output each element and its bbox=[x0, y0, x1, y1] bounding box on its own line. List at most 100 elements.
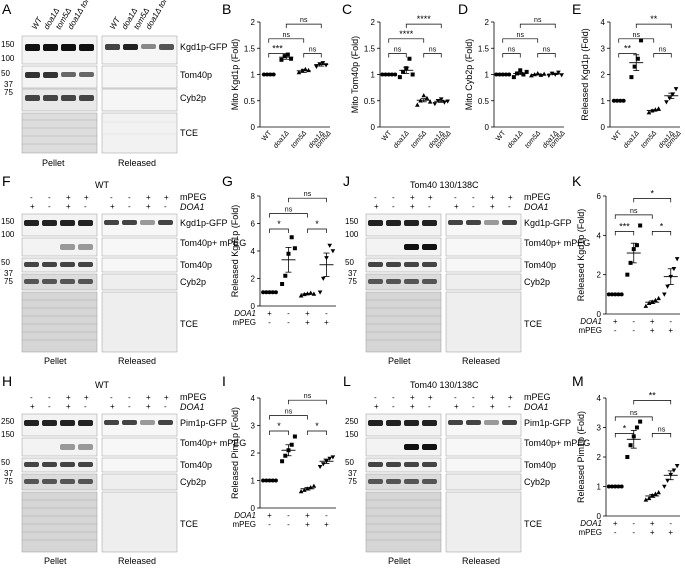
data-point bbox=[546, 73, 552, 78]
mpeg-sign: + bbox=[66, 193, 71, 202]
band-label: Cyb2p bbox=[180, 477, 206, 487]
doa1-sign: - bbox=[428, 402, 431, 411]
y-tick-label: 1 bbox=[485, 71, 490, 80]
blot-strip bbox=[445, 413, 522, 437]
significance-bracket bbox=[423, 53, 442, 58]
y-tick-label: 1 bbox=[601, 97, 606, 106]
blot-strip bbox=[365, 457, 442, 473]
doa1-sign: + bbox=[490, 202, 495, 211]
blot-strip bbox=[101, 273, 178, 291]
data-point bbox=[415, 102, 420, 107]
blot-strip bbox=[21, 457, 98, 473]
doa1-sign: + bbox=[30, 402, 35, 411]
panel-letter-f: F bbox=[2, 173, 11, 189]
significance-label: ns bbox=[309, 47, 317, 54]
y-tick-label: 1.5 bbox=[364, 44, 376, 53]
y-tick-label: 0 bbox=[371, 123, 376, 132]
mpeg-sign: + bbox=[428, 393, 433, 402]
data-point bbox=[330, 455, 336, 460]
y-tick-label: 8 bbox=[251, 192, 256, 201]
y-axis-label: Released Kgd1p (Fold) bbox=[576, 209, 586, 302]
data-point bbox=[656, 295, 661, 301]
doa1-sign: - bbox=[428, 202, 431, 211]
data-point bbox=[296, 70, 302, 75]
mpeg-sign: - bbox=[614, 528, 617, 537]
band bbox=[386, 262, 401, 267]
data-point bbox=[665, 284, 670, 289]
band bbox=[42, 479, 57, 484]
mw-marker: 50 bbox=[1, 69, 10, 78]
doa1-row-label: DOA1 bbox=[580, 519, 602, 528]
data-point bbox=[298, 489, 304, 494]
doa1-sign: - bbox=[84, 202, 87, 211]
band bbox=[484, 220, 499, 225]
significance-bracket bbox=[537, 53, 556, 58]
doa1-sign: - bbox=[508, 202, 511, 211]
blot-strip bbox=[365, 257, 442, 273]
blot-strip bbox=[21, 237, 98, 257]
panel-letter-m: M bbox=[572, 373, 584, 389]
y-tick-label: 6 bbox=[251, 220, 256, 229]
data-point bbox=[289, 56, 294, 61]
blot-strip bbox=[101, 473, 178, 491]
blot-title: WT bbox=[95, 380, 109, 390]
significance-label: *** bbox=[272, 44, 283, 54]
significance-bracket bbox=[288, 197, 327, 203]
mpeg-sign: + bbox=[650, 326, 655, 335]
significance-label: ns bbox=[304, 393, 312, 400]
band bbox=[368, 279, 383, 284]
band bbox=[104, 420, 119, 425]
data-point bbox=[282, 54, 287, 59]
blot-strip bbox=[101, 437, 178, 457]
y-axis-label: Released Kgd1p (Fold) bbox=[580, 28, 590, 121]
band bbox=[368, 462, 383, 467]
band-label: Cyb2p bbox=[180, 277, 206, 287]
lane-label: doa1Δ tom5Δ bbox=[66, 0, 98, 31]
band bbox=[60, 479, 75, 484]
released-label: Released bbox=[462, 356, 500, 366]
mpeg-sign: + bbox=[305, 520, 310, 529]
data-point bbox=[321, 276, 326, 281]
mw-marker: 100 bbox=[345, 230, 359, 239]
mpeg-sign: + bbox=[428, 193, 433, 202]
doa1-sign: + bbox=[305, 309, 310, 318]
y-tick-label: 2 bbox=[597, 271, 602, 280]
data-point bbox=[327, 243, 332, 248]
band bbox=[422, 462, 437, 467]
data-point bbox=[511, 75, 516, 80]
blot-strip bbox=[365, 437, 442, 457]
mw-marker: 37 bbox=[4, 469, 13, 478]
blot-strip bbox=[445, 273, 522, 291]
y-tick-label: 2 bbox=[485, 18, 490, 27]
data-point bbox=[298, 293, 304, 298]
band bbox=[422, 279, 437, 284]
blot-panelJ: Tom40 130/138C-+-+----+++++-+-mPEGDOA115… bbox=[345, 180, 590, 366]
band-label: Kgd1p-GFP bbox=[180, 218, 228, 228]
significance-label: ns bbox=[630, 410, 638, 417]
data-point bbox=[556, 70, 561, 75]
blot-strip bbox=[445, 257, 522, 273]
significance-label: ns bbox=[300, 17, 308, 24]
band bbox=[60, 244, 75, 250]
band bbox=[484, 420, 499, 425]
blot-panelF: WT-+-+----+++++-+-mPEGDOA1150100503775Kg… bbox=[1, 180, 246, 366]
data-point bbox=[671, 266, 677, 272]
pellet-label: Pellet bbox=[388, 356, 411, 366]
pellet-label: Pellet bbox=[388, 556, 411, 566]
mpeg-row-label: mPEG bbox=[524, 392, 551, 402]
data-point bbox=[401, 69, 406, 74]
band-label: Tom40p+ mPEG bbox=[180, 238, 246, 248]
mpeg-sign: - bbox=[454, 193, 457, 202]
doa1-sign: + bbox=[146, 202, 151, 211]
band bbox=[404, 479, 419, 484]
tce-label: TCE bbox=[180, 128, 198, 138]
y-tick-label: 0 bbox=[251, 302, 256, 311]
doa1-sign: - bbox=[508, 402, 511, 411]
band bbox=[422, 420, 437, 426]
data-point bbox=[317, 464, 323, 470]
tce-label: TCE bbox=[524, 519, 542, 529]
band bbox=[422, 220, 437, 226]
x-tick-label: doa1Δ bbox=[392, 130, 411, 150]
